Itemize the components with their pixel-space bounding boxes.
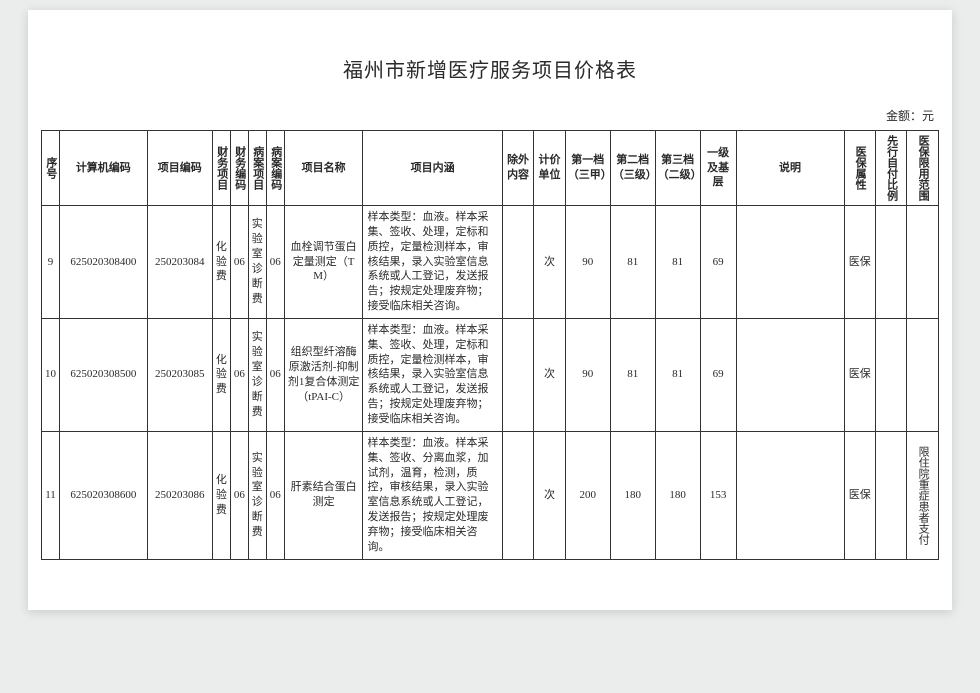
cell-pre bbox=[875, 206, 906, 319]
cell-fin-code: 06 bbox=[230, 206, 248, 319]
cell-t2: 180 bbox=[610, 431, 655, 559]
cell-code: 250203085 bbox=[147, 318, 212, 431]
col-insurance: 医保属性 bbox=[844, 131, 875, 206]
cell-excl bbox=[502, 431, 533, 559]
cell-t2: 81 bbox=[610, 206, 655, 319]
col-price-unit: 计价单位 bbox=[534, 131, 565, 206]
cell-t3: 81 bbox=[655, 318, 700, 431]
cell-seq: 9 bbox=[42, 206, 60, 319]
cell-t4: 69 bbox=[700, 206, 736, 319]
col-fin-code: 财务编码 bbox=[230, 131, 248, 206]
cell-desc: 样本类型：血液。样本采集、签收、处理，定标和质控，定量检测样本，审核结果，录入实… bbox=[363, 318, 502, 431]
cell-note bbox=[736, 318, 844, 431]
cell-excl bbox=[502, 206, 533, 319]
cell-lim: 限住院重症患者支付 bbox=[907, 431, 939, 559]
document-page: 福州市新增医疗服务项目价格表 金额：元 序号 计算机编码 项目编码 财务项目 财… bbox=[28, 10, 952, 610]
cell-rec-item: 实验室诊断费 bbox=[248, 431, 266, 559]
table-body: 9 625020308400 250203084 化验费 06 实验室诊断费 0… bbox=[42, 206, 939, 560]
col-prepay: 先行自付比例 bbox=[875, 131, 906, 206]
cell-fin-code: 06 bbox=[230, 431, 248, 559]
unit-label: 金额：元 bbox=[28, 107, 952, 130]
table-row: 11 625020308600 250203086 化验费 06 实验室诊断费 … bbox=[42, 431, 939, 559]
cell-unit: 次 bbox=[534, 206, 565, 319]
cell-note bbox=[736, 206, 844, 319]
cell-comp: 625020308600 bbox=[59, 431, 147, 559]
cell-desc: 样本类型：血液。样本采集、签收、处理，定标和质控，定量检测样本，审核结果，录入实… bbox=[363, 206, 502, 319]
col-item-code: 项目编码 bbox=[147, 131, 212, 206]
cell-pre bbox=[875, 431, 906, 559]
cell-name: 肝素结合蛋白测定 bbox=[284, 431, 363, 559]
cell-t3: 81 bbox=[655, 206, 700, 319]
cell-unit: 次 bbox=[534, 431, 565, 559]
cell-comp: 625020308500 bbox=[59, 318, 147, 431]
cell-t3: 180 bbox=[655, 431, 700, 559]
cell-t4: 153 bbox=[700, 431, 736, 559]
cell-t1: 90 bbox=[565, 318, 610, 431]
cell-code: 250203084 bbox=[147, 206, 212, 319]
cell-fin-code: 06 bbox=[230, 318, 248, 431]
cell-seq: 10 bbox=[42, 318, 60, 431]
col-tier2: 第二档（三级） bbox=[610, 131, 655, 206]
cell-ins: 医保 bbox=[844, 318, 875, 431]
col-rec-code: 病案编码 bbox=[266, 131, 284, 206]
cell-name: 血栓调节蛋白定量测定（TM） bbox=[284, 206, 363, 319]
table-row: 9 625020308400 250203084 化验费 06 实验室诊断费 0… bbox=[42, 206, 939, 319]
page-title: 福州市新增医疗服务项目价格表 bbox=[28, 10, 952, 107]
cell-rec-item: 实验室诊断费 bbox=[248, 206, 266, 319]
cell-pre bbox=[875, 318, 906, 431]
cell-t2: 81 bbox=[610, 318, 655, 431]
col-fin-item: 财务项目 bbox=[212, 131, 230, 206]
col-tier3: 第三档（二级） bbox=[655, 131, 700, 206]
header-row: 序号 计算机编码 项目编码 财务项目 财务编码 病案项目 病案编码 项目名称 项… bbox=[42, 131, 939, 206]
cell-fin-item: 化验费 bbox=[212, 431, 230, 559]
cell-note bbox=[736, 431, 844, 559]
cell-rec-code: 06 bbox=[266, 206, 284, 319]
cell-lim bbox=[907, 318, 939, 431]
col-tier1: 第一档（三甲） bbox=[565, 131, 610, 206]
cell-ins: 医保 bbox=[844, 431, 875, 559]
col-item-desc: 项目内涵 bbox=[363, 131, 502, 206]
table-row: 10 625020308500 250203085 化验费 06 实验室诊断费 … bbox=[42, 318, 939, 431]
col-rec-item: 病案项目 bbox=[248, 131, 266, 206]
cell-lim bbox=[907, 206, 939, 319]
price-table: 序号 计算机编码 项目编码 财务项目 财务编码 病案项目 病案编码 项目名称 项… bbox=[41, 130, 939, 560]
cell-code: 250203086 bbox=[147, 431, 212, 559]
cell-seq: 11 bbox=[42, 431, 60, 559]
cell-unit: 次 bbox=[534, 318, 565, 431]
col-seq: 序号 bbox=[42, 131, 60, 206]
cell-desc: 样本类型：血液。样本采集、签收、分离血浆，加试剂，温育，检测，质控，审核结果，录… bbox=[363, 431, 502, 559]
col-tier4: 一级及基层 bbox=[700, 131, 736, 206]
cell-rec-code: 06 bbox=[266, 431, 284, 559]
cell-rec-item: 实验室诊断费 bbox=[248, 318, 266, 431]
cell-ins: 医保 bbox=[844, 206, 875, 319]
col-item-name: 项目名称 bbox=[284, 131, 363, 206]
cell-excl bbox=[502, 318, 533, 431]
cell-fin-item: 化验费 bbox=[212, 318, 230, 431]
cell-t1: 200 bbox=[565, 431, 610, 559]
cell-t1: 90 bbox=[565, 206, 610, 319]
cell-name: 组织型纤溶酶原激活剂-抑制剂1复合体测定（tPAI-C） bbox=[284, 318, 363, 431]
col-limit: 医保限用范围 bbox=[907, 131, 939, 206]
cell-t4: 69 bbox=[700, 318, 736, 431]
col-comp-code: 计算机编码 bbox=[59, 131, 147, 206]
cell-comp: 625020308400 bbox=[59, 206, 147, 319]
cell-fin-item: 化验费 bbox=[212, 206, 230, 319]
col-exclude: 除外内容 bbox=[502, 131, 533, 206]
col-note: 说明 bbox=[736, 131, 844, 206]
cell-rec-code: 06 bbox=[266, 318, 284, 431]
